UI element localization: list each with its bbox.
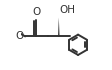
Text: OH: OH bbox=[59, 5, 75, 15]
Text: O: O bbox=[16, 31, 24, 41]
Text: O: O bbox=[32, 7, 40, 17]
Polygon shape bbox=[58, 18, 60, 36]
